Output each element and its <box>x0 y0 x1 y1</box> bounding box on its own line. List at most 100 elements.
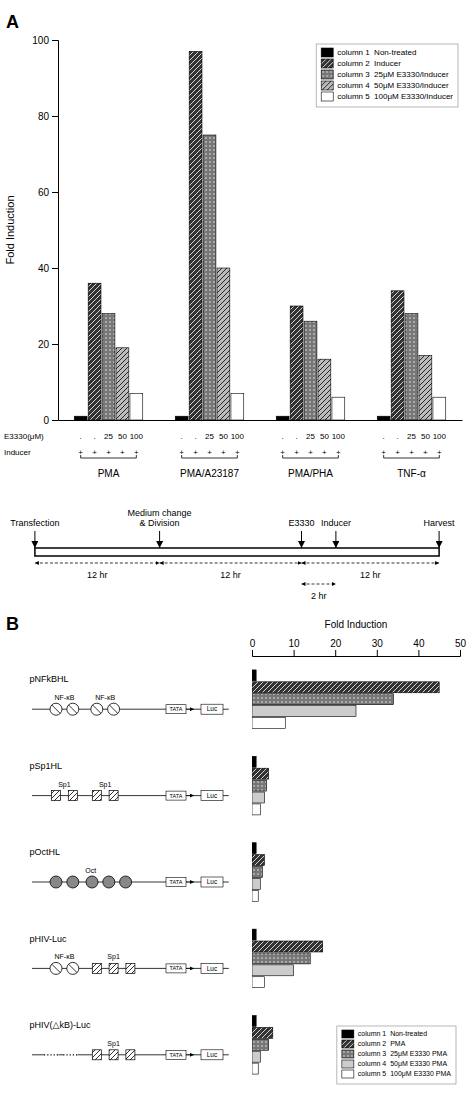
annotation: . <box>194 432 196 441</box>
timeline-interval-label: 12 hr <box>360 570 381 580</box>
x-axis: 01020304050 <box>250 638 467 657</box>
legend-item: column 3 25μM E3330/Inducer <box>321 70 449 79</box>
y-tick-mark <box>52 420 58 421</box>
x-tick: PMA/A23187 <box>180 420 239 479</box>
annotation: . <box>181 432 183 441</box>
annotation: 100 <box>130 432 144 441</box>
site-glyph <box>86 876 98 888</box>
annotation: + <box>92 448 97 457</box>
site-glyph <box>50 876 62 888</box>
construct-diagrams: pNFkBHLNF-κBNF-κBTATALucpSp1HLSp1Sp1TATA… <box>30 674 229 1059</box>
timeline-interval <box>160 563 302 564</box>
annotation: 50 <box>219 432 228 441</box>
annotation: . <box>295 432 297 441</box>
timeline-bar <box>35 548 439 556</box>
y-tick-label: 40 <box>38 263 50 274</box>
x-tick-label: 50 <box>455 638 467 649</box>
bar <box>217 268 230 420</box>
legend-swatch <box>321 81 333 90</box>
x-tick-label: 10 <box>289 638 301 649</box>
tata-arrow <box>186 795 194 796</box>
site-glyph <box>103 876 115 888</box>
site-glyph-slash <box>52 705 60 713</box>
tata-arrow <box>186 709 194 710</box>
legend: column 1 Non-treatedcolumn 2 PMAcolumn 3… <box>337 1026 456 1084</box>
x-tick-mark <box>335 650 336 656</box>
y-tick-label: 80 <box>38 111 50 122</box>
legend-label: column 1 Non-treated <box>337 48 416 57</box>
bar <box>252 768 269 779</box>
annotation: . <box>383 432 385 441</box>
bar <box>377 416 390 420</box>
annotation: 25 <box>407 432 416 441</box>
tata-box <box>166 705 186 714</box>
bar <box>102 314 115 420</box>
x-axis-title: Fold Induction <box>325 619 388 630</box>
timeline-event-arrow <box>301 531 302 548</box>
legend-label: column 3 25μM E3330 PMA <box>358 1050 448 1058</box>
deleted-site-gap <box>63 1054 77 1057</box>
site-glyph-slash <box>69 964 77 972</box>
bar <box>419 355 432 420</box>
bar <box>252 706 356 717</box>
legend-swatch <box>321 48 333 57</box>
annotation: 50 <box>320 432 329 441</box>
panel-title: A <box>6 12 19 32</box>
bar <box>252 682 439 693</box>
y-tick: 0 <box>43 415 58 426</box>
x-axis: PMAPMA/A23187PMA/PHATNF-α <box>59 420 463 479</box>
construct-name: pHIV(△kB)-Luc <box>30 1020 91 1030</box>
bar <box>252 965 294 976</box>
annotation-row-label: Inducer <box>4 448 31 457</box>
legend-label: column 4 50μM E3330 PMA <box>358 1060 448 1068</box>
bar <box>252 867 262 878</box>
bar <box>203 135 216 420</box>
x-tick: 30 <box>372 638 384 656</box>
legend-swatch <box>342 1030 354 1038</box>
site-glyph <box>52 791 61 801</box>
y-tick-label: 60 <box>38 187 50 198</box>
x-tick: 0 <box>250 638 256 656</box>
site-label: Sp1 <box>58 781 71 789</box>
annotation: + <box>106 448 111 457</box>
luc-label: Luc <box>207 965 218 972</box>
site-glyph <box>108 703 120 715</box>
bar <box>231 393 244 420</box>
bar <box>252 941 323 952</box>
site-glyph <box>109 963 118 973</box>
annotation: 25 <box>104 432 113 441</box>
bar <box>252 1039 269 1050</box>
site-glyph-slash <box>93 705 101 713</box>
annotation: + <box>193 448 198 457</box>
y-tick-mark <box>52 40 58 41</box>
luc-label: Luc <box>207 792 218 799</box>
luc-label: Luc <box>207 878 218 885</box>
x-tick: TNF-α <box>397 420 426 479</box>
legend-item: column 4 50μM E3330 PMA <box>342 1060 448 1068</box>
timeline-event-arrow <box>34 531 35 548</box>
site-glyph <box>92 963 101 973</box>
annotation: + <box>395 448 400 457</box>
construct-name: pOctHL <box>30 847 61 857</box>
deleted-site-gap <box>44 1054 58 1057</box>
annotation: + <box>207 448 212 457</box>
legend-item: column 2 PMA <box>342 1040 406 1048</box>
site-glyph <box>120 876 132 888</box>
luc-box <box>201 704 223 714</box>
legend-swatch <box>342 1070 354 1078</box>
site-glyph <box>109 791 118 801</box>
bar <box>88 283 101 420</box>
tata-arrow <box>186 1054 194 1055</box>
bar <box>130 393 143 420</box>
tata-box <box>166 1050 186 1059</box>
luc-box <box>201 1050 223 1060</box>
y-tick: 60 <box>38 187 58 198</box>
y-tick-mark <box>52 192 58 193</box>
x-tick: 50 <box>455 638 467 656</box>
bar <box>252 878 260 889</box>
bar <box>252 855 264 866</box>
x-tick-label: PMA <box>98 468 120 479</box>
site-label: Sp1 <box>107 1040 120 1048</box>
timeline-event-label: Transfection <box>10 518 59 528</box>
site-glyph <box>109 1050 118 1060</box>
